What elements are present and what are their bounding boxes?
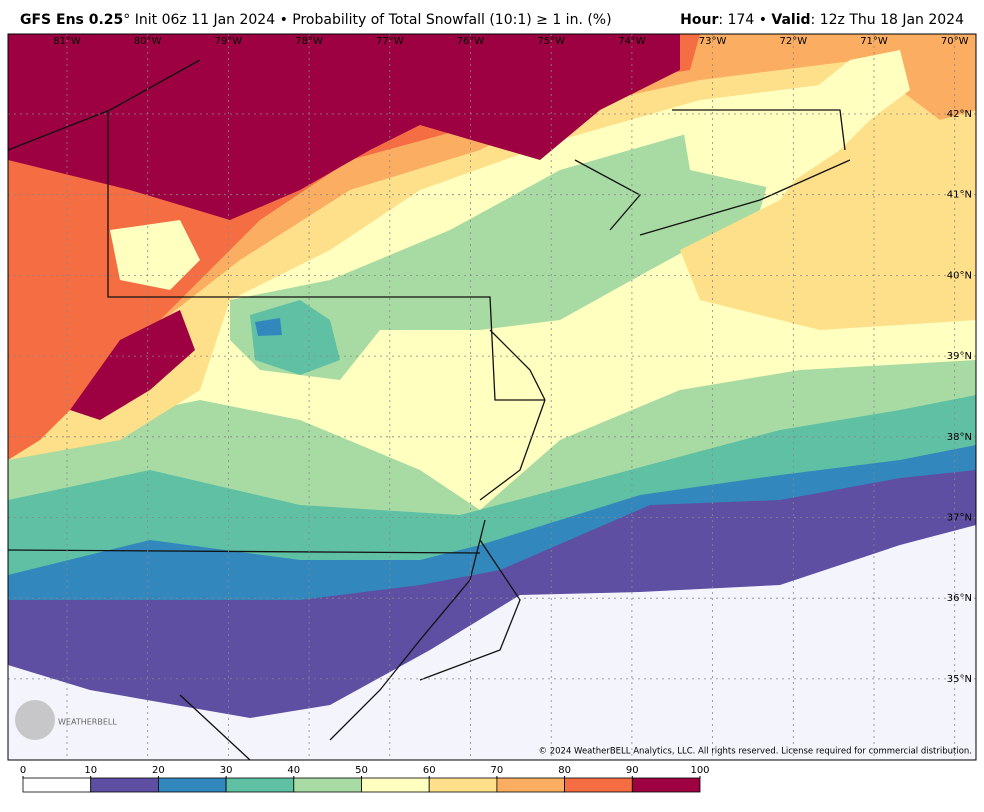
colorbar-label: 50 xyxy=(355,765,368,776)
valid-label: Valid xyxy=(771,12,810,28)
lat-label: 39°N xyxy=(947,351,972,362)
colorbar-label: 0 xyxy=(20,765,26,776)
lon-label: 76°W xyxy=(457,36,485,47)
colorbar-label: 20 xyxy=(152,765,165,776)
map-area: 81°W 80°W 79°W 78°W 77°W 76°W 75°W 74°W 73°W 72°W… xyxy=(8,34,976,760)
colorbar-segment xyxy=(90,777,159,793)
maroon-blob xyxy=(70,310,195,420)
map-frame xyxy=(7,33,977,761)
hour-label: Hour xyxy=(680,12,718,28)
lat-label: 37°N xyxy=(947,513,972,524)
yellow-blob xyxy=(110,220,200,290)
colorbar-label: 70 xyxy=(491,765,504,776)
header-left: GFS Ens 0.25° Init 06z 11 Jan 2024 • Pro… xyxy=(20,12,612,28)
colorbar-label: 40 xyxy=(287,765,300,776)
colorbar-segment xyxy=(564,777,633,793)
lon-label: 78°W xyxy=(295,36,323,47)
colorbar-segment xyxy=(361,777,430,793)
colorbar-label: 60 xyxy=(423,765,436,776)
lon-label: 77°W xyxy=(376,36,404,47)
colorbar-label: 80 xyxy=(558,765,571,776)
colorbar-label: 100 xyxy=(690,765,709,776)
title-rest: ° Init 06z 11 Jan 2024 • Probability of … xyxy=(123,12,611,28)
graticule: 81°W 80°W 79°W 78°W 77°W 76°W 75°W 74°W 73°W 72°W… xyxy=(8,34,976,760)
header-right: Hour: 174 • Valid: 12z Thu 18 Jan 2024 xyxy=(680,12,964,28)
lon-label: 72°W xyxy=(779,36,807,47)
lon-label: 75°W xyxy=(537,36,565,47)
lat-label: 42°N xyxy=(947,109,972,120)
lon-label: 70°W xyxy=(941,36,969,47)
colorbar-segment xyxy=(22,777,92,793)
colorbar-segment xyxy=(157,777,227,793)
lat-label: 41°N xyxy=(947,190,972,201)
band-90 xyxy=(8,34,680,220)
lon-label: 71°W xyxy=(860,36,888,47)
copyright: © 2024 WeatherBELL Analytics, LLC. All r… xyxy=(539,747,972,757)
colorbar-label: 90 xyxy=(626,765,639,776)
lon-label: 79°W xyxy=(215,36,243,47)
lon-label: 74°W xyxy=(618,36,646,47)
colorbar-segment xyxy=(293,777,362,793)
borders xyxy=(8,59,851,760)
lat-label: 40°N xyxy=(947,270,972,281)
logo: WEATHERBELL xyxy=(15,700,117,740)
title-bold: GFS Ens 0.25 xyxy=(20,12,123,28)
valid-value: : 12z Thu 18 Jan 2024 xyxy=(811,12,965,28)
colorbar-segment xyxy=(428,777,498,793)
ne-yellow xyxy=(680,50,910,190)
colorbar-label: 10 xyxy=(84,765,97,776)
lon-label: 80°W xyxy=(134,36,162,47)
blue-blob xyxy=(255,318,282,336)
colorbar-label: 30 xyxy=(220,765,233,776)
lon-label: 73°W xyxy=(699,36,727,47)
colorbar-segment xyxy=(225,777,295,793)
colorbar: 0 10 20 30 40 50 60 70 80 90 100 xyxy=(20,765,710,793)
lat-label: 35°N xyxy=(947,674,972,685)
colorbar-segment xyxy=(496,777,565,793)
logo-text: WEATHERBELL xyxy=(58,718,117,727)
lon-label: 81°W xyxy=(53,36,81,47)
hour-value: : 174 • xyxy=(718,12,771,28)
lat-label: 38°N xyxy=(947,432,972,443)
colorbar-segment xyxy=(631,777,701,793)
green-blob xyxy=(230,130,780,380)
lat-label: 36°N xyxy=(947,593,972,604)
